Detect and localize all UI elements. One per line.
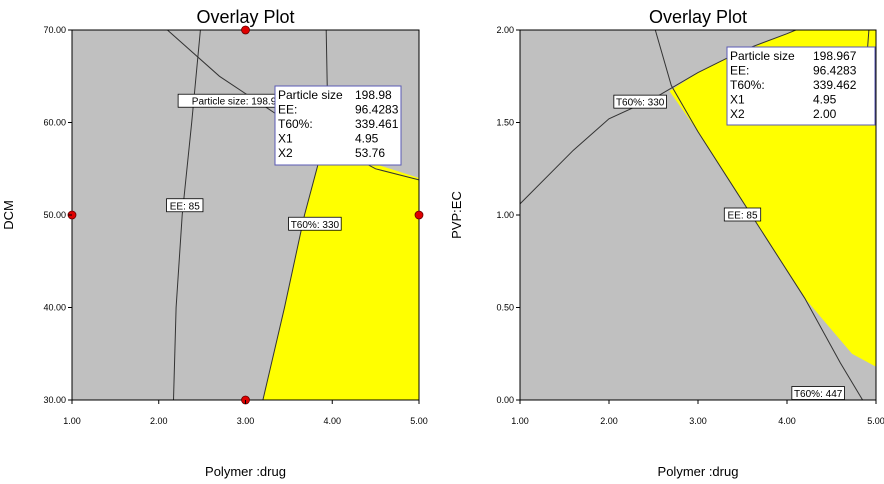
contour-label: T60%: 330 — [291, 220, 340, 231]
y-axis-title: DCM — [1, 200, 16, 230]
x-tick-label: 2.00 — [600, 416, 618, 426]
design-point — [414, 210, 424, 220]
flag-row-name: X1 — [730, 93, 745, 107]
y-tick-label: 1.50 — [496, 118, 514, 128]
contour-label: EE: 85 — [727, 211, 757, 222]
flag-row-value: 96.4283 — [813, 64, 857, 78]
x-tick-label: 4.00 — [778, 416, 796, 426]
y-tick-label: 50.00 — [43, 210, 66, 220]
flag-row-value: 198.967 — [813, 49, 857, 63]
flag-row-value: 2.00 — [813, 107, 837, 121]
flag-box — [274, 85, 402, 166]
flag-row-value: 96.4283 — [355, 103, 399, 117]
contour-label: Particle size: 198.98 — [192, 97, 282, 108]
y-axis-title: PVP:EC — [449, 191, 464, 239]
x-tick-label: 5.00 — [867, 416, 884, 426]
design-point — [241, 25, 250, 35]
y-tick-label: 0.50 — [496, 303, 514, 313]
plot-2: T60%: 330 EE: 85 T60%: 447 1.00 2.00 3.00 4.00… — [449, 7, 884, 479]
flag-row-name: Particle size — [730, 49, 795, 63]
y-tick-label: 40.00 — [43, 303, 66, 313]
y-tick-label: 2.00 — [496, 25, 514, 35]
y-tick-label: 30.00 — [43, 395, 66, 405]
y-tick-label: 0.00 — [496, 395, 514, 405]
x-tick-label: 3.00 — [237, 416, 255, 426]
flag-row-value: 198.98 — [355, 88, 392, 102]
x-tick-label: 1.00 — [511, 416, 529, 426]
contour-label-box — [166, 198, 204, 213]
flag-row-value: 4.95 — [355, 132, 379, 146]
y-tick-label: 70.00 — [43, 25, 66, 35]
contour-label: T60%: 447 — [794, 389, 843, 400]
flag-row-value: 53.76 — [355, 146, 385, 160]
x-tick-label: 3.00 — [689, 416, 707, 426]
flag-row-name: X2 — [278, 146, 293, 160]
flag-box — [726, 46, 876, 126]
x-axis-title: Polymer :drug — [205, 464, 286, 479]
flag-row-name: EE: — [730, 64, 749, 78]
contour-label-box — [613, 94, 667, 109]
contour-label: T60%: 330 — [616, 98, 665, 109]
flag-row-name: X2 — [730, 107, 745, 121]
chart-title: Overlay Plot — [649, 7, 747, 27]
x-tick-label: 1.00 — [63, 416, 81, 426]
plot-1: EE: 85 T60%: 330 Particle size: 198.98 1.00… — [1, 7, 428, 479]
flag-row-name: T60%: — [730, 78, 765, 92]
contour-line — [173, 29, 201, 401]
contour-label-box — [723, 207, 762, 222]
feasible-region — [262, 150, 419, 400]
flag-row-name: Particle size — [278, 88, 343, 102]
flag-row-name: EE: — [278, 103, 297, 117]
contour-label: EE: 85 — [170, 201, 200, 212]
x-axis-title: Polymer :drug — [658, 464, 739, 479]
flag-row-value: 339.462 — [813, 78, 857, 92]
x-tick-label: 5.00 — [410, 416, 428, 426]
chart-title: Overlay Plot — [196, 7, 294, 27]
y-tick-label: 1.00 — [496, 210, 514, 220]
flag-row-name: T60%: — [278, 117, 313, 131]
y-tick-label: 60.00 — [43, 118, 66, 128]
flag-row-value: 4.95 — [813, 93, 837, 107]
flag-row-name: X1 — [278, 132, 293, 146]
contour-line — [519, 29, 797, 205]
x-tick-label: 2.00 — [150, 416, 168, 426]
flag-row-value: 339.461 — [355, 117, 399, 131]
x-tick-label: 4.00 — [323, 416, 341, 426]
contour-label-box — [288, 216, 342, 231]
